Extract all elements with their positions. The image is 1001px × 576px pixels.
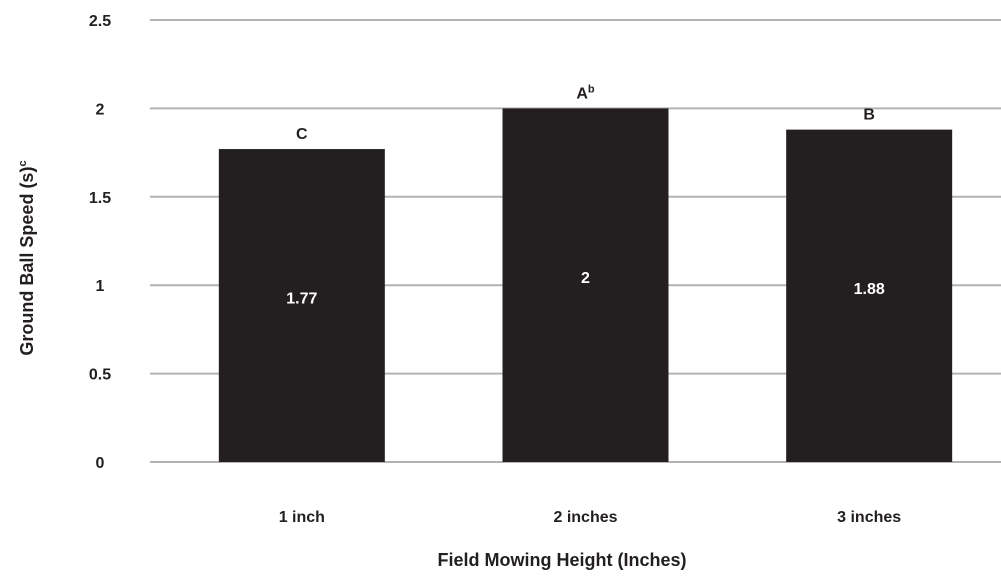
y-tick-label: 1.5 <box>89 190 111 207</box>
x-category-label: 1 inch <box>279 509 325 526</box>
significance-superscript: b <box>588 83 595 95</box>
y-tick-label: 2.5 <box>89 13 111 30</box>
significance-letter-text: B <box>863 107 875 124</box>
bars <box>218 108 953 463</box>
y-axis-title: Ground Ball Speed (s)c <box>17 160 37 355</box>
bar <box>218 149 385 462</box>
y-axis-title-superscript: c <box>17 160 29 166</box>
significance-letters: C Ab B <box>296 83 875 143</box>
significance-letter: C <box>296 126 308 143</box>
significance-letter-text: C <box>296 126 308 143</box>
bar <box>786 129 953 462</box>
significance-letter: Ab <box>576 83 595 102</box>
significance-letter: B <box>863 107 875 124</box>
y-tick-label: 2 <box>96 101 105 118</box>
y-axis-ticks: 0 0.5 1 1.5 2 2.5 <box>89 13 111 472</box>
y-tick-label: 1 <box>96 278 105 295</box>
data-labels: 1.77 2 1.88 <box>286 270 885 307</box>
x-category-label: 2 inches <box>553 509 617 526</box>
bar <box>502 108 669 463</box>
x-axis-categories: 1 inch 2 inches 3 inches <box>279 509 902 526</box>
bar-value-label: 1.77 <box>286 291 317 308</box>
bar-value-label: 2 <box>581 270 590 287</box>
bar-value-label: 1.88 <box>854 281 885 298</box>
significance-letter-text: A <box>576 85 588 102</box>
y-axis-title-text: Ground Ball Speed (s) <box>17 167 37 356</box>
x-axis-title: Field Mowing Height (Inches) <box>438 550 687 570</box>
x-category-label: 3 inches <box>837 509 901 526</box>
y-tick-label: 0.5 <box>89 367 111 384</box>
y-tick-label: 0 <box>96 455 105 472</box>
